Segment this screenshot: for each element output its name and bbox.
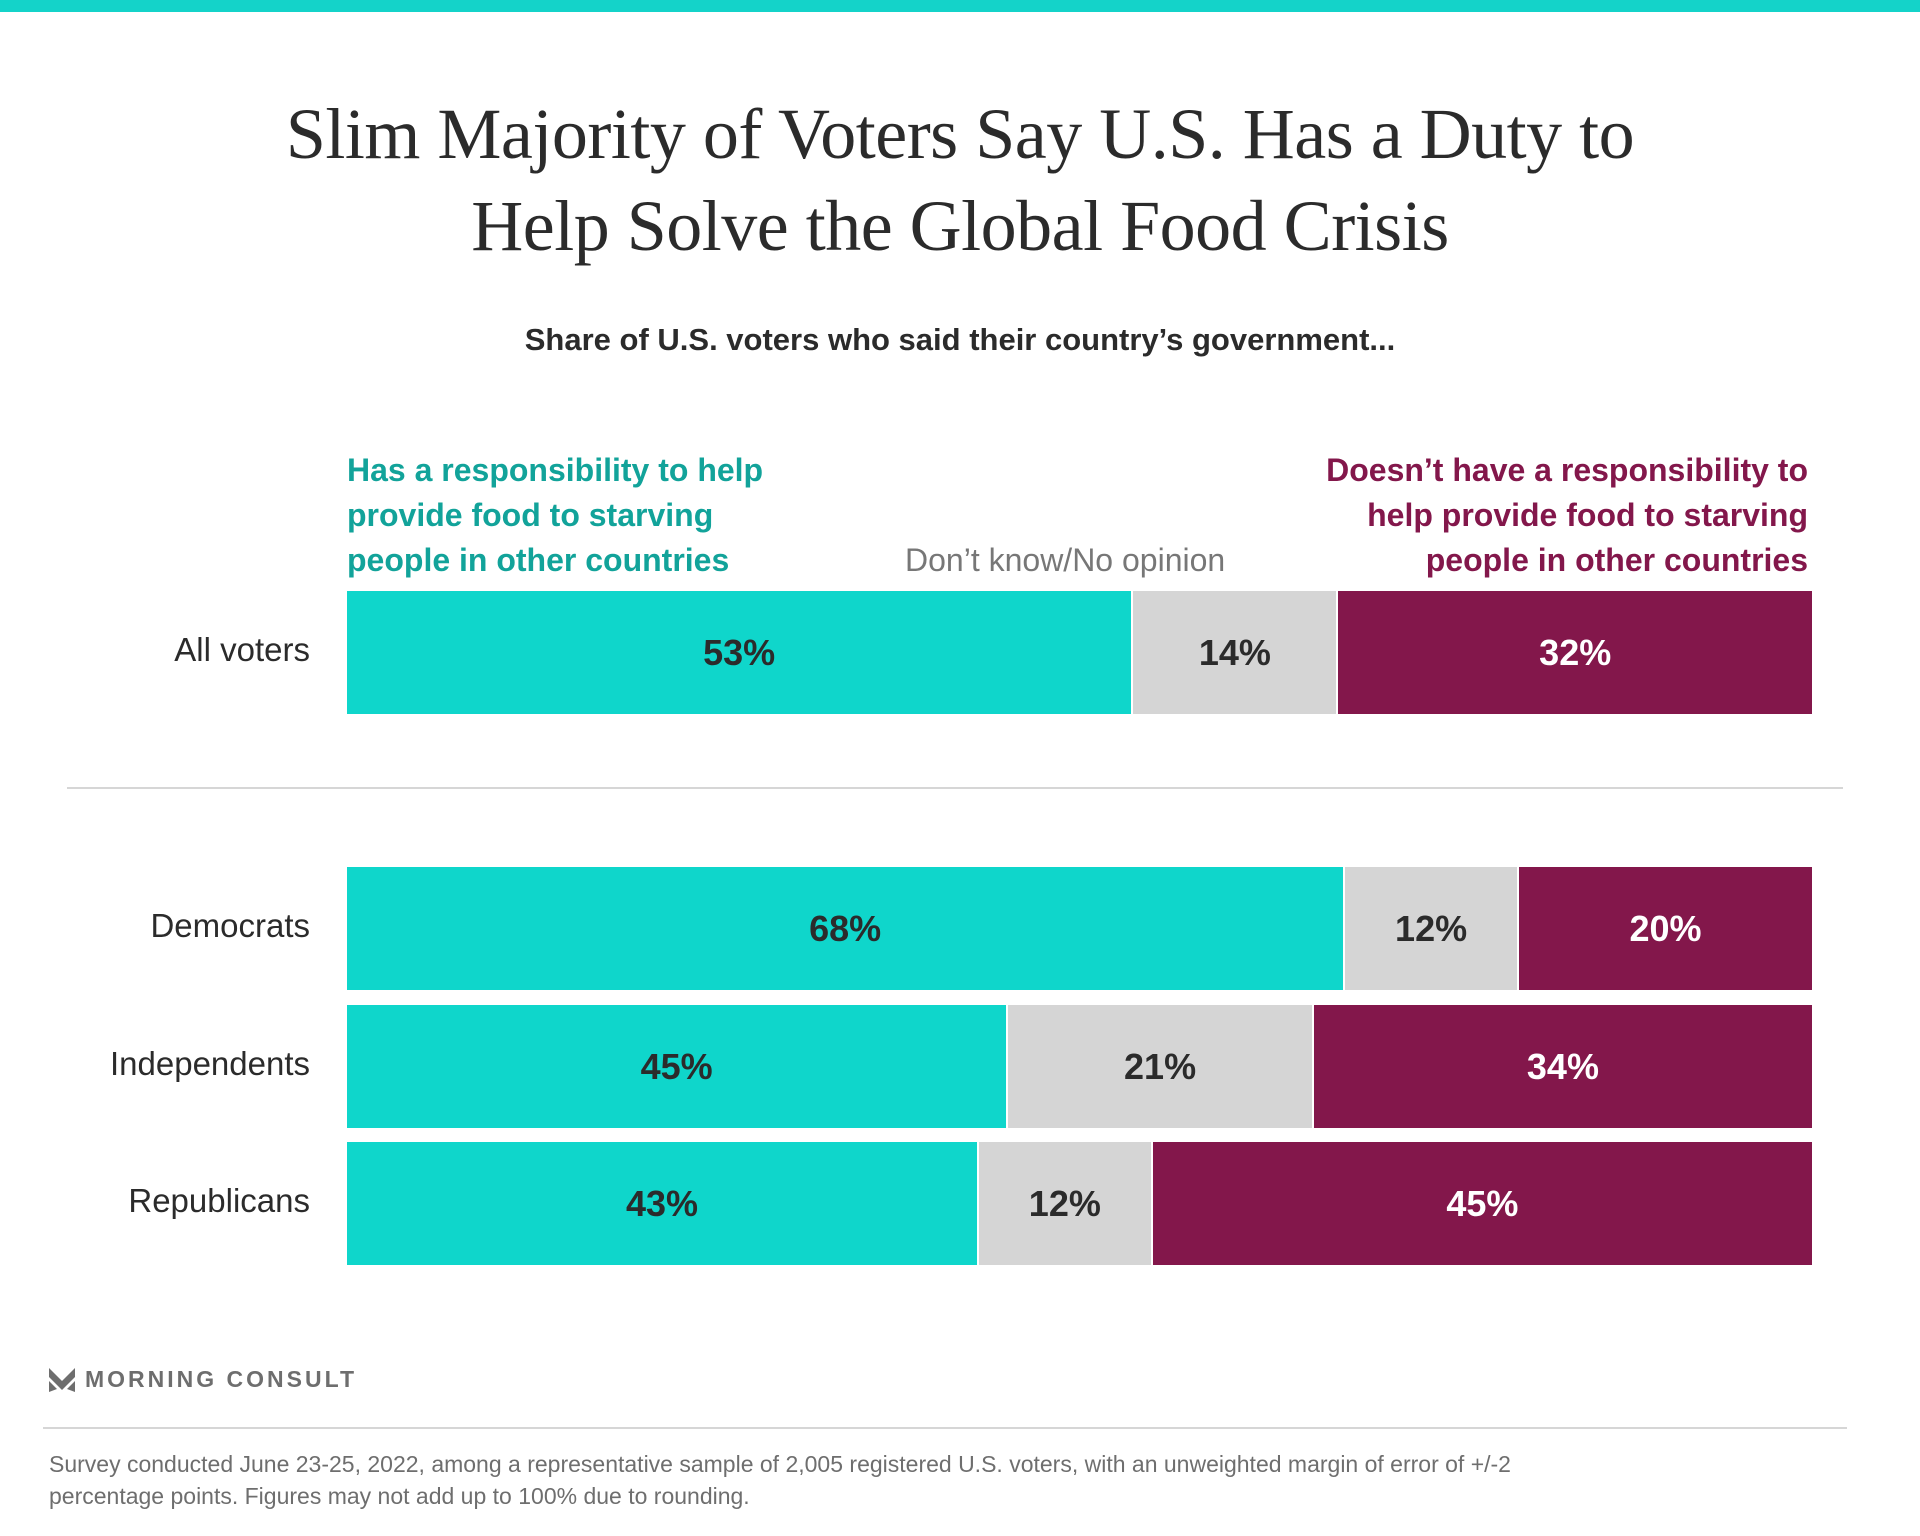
stacked-bar: 43% 12% 45% (347, 1142, 1812, 1265)
legend-no-line: people in other countries (1425, 542, 1808, 578)
divider (67, 787, 1843, 789)
footnote-line: percentage points. Figures may not add u… (49, 1483, 750, 1509)
data-label: 14% (1198, 631, 1271, 673)
stacked-bar: 53% 14% 32% (347, 591, 1812, 714)
footer-divider (43, 1427, 1847, 1429)
legend-no-line: help provide food to starving (1367, 497, 1808, 533)
legend-yes-line: people in other countries (347, 542, 730, 578)
row-label: Republicans (128, 1182, 310, 1219)
stacked-bar: 68% 12% 20% (347, 867, 1812, 990)
bar-segment-yes: 45% (347, 1005, 1007, 1128)
chart-title: Slim Majority of Voters Say U.S. Has a D… (0, 88, 1920, 272)
bar-segment-dk: 14% (1131, 591, 1339, 714)
brand-name: MORNING CONSULT (85, 1366, 358, 1392)
bar-segment-no: 45% (1152, 1142, 1812, 1265)
bar-segment-dk: 21% (1006, 1005, 1314, 1128)
data-label: 32% (1539, 631, 1612, 673)
legend-dont-know: Don’t know/No opinion (905, 542, 1226, 578)
legend-no-line: Doesn’t have a responsibility to (1326, 452, 1808, 488)
data-label: 21% (1124, 1045, 1197, 1087)
morning-consult-m-icon (49, 1367, 75, 1392)
data-label: 34% (1526, 1045, 1599, 1087)
data-label: 68% (809, 907, 882, 949)
row-label: Independents (109, 1045, 310, 1082)
data-label: 20% (1629, 907, 1702, 949)
bar-segment-dk: 12% (1343, 867, 1519, 990)
morning-consult-logo: MORNING CONSULT (49, 1366, 357, 1393)
bar-segment-yes: 68% (347, 867, 1344, 990)
row-label: All voters (174, 631, 310, 668)
footnote: Survey conducted June 23-25, 2022, among… (49, 1448, 1849, 1512)
bar-segment-yes: 43% (347, 1142, 977, 1265)
bar-segment-no: 32% (1338, 591, 1812, 714)
data-label: 45% (1446, 1182, 1519, 1224)
data-label: 12% (1395, 907, 1468, 949)
chart-subtitle: Share of U.S. voters who said their coun… (524, 322, 1396, 357)
data-label: 45% (640, 1045, 713, 1087)
data-label: 43% (625, 1182, 698, 1224)
row-label: Democrats (150, 907, 310, 944)
bar-segment-dk: 12% (976, 1142, 1153, 1265)
stacked-bar: 45% 21% 34% (347, 1005, 1812, 1128)
bar-segment-yes: 53% (347, 591, 1132, 714)
data-label: 53% (703, 631, 776, 673)
legend-yes-line: provide food to starving (347, 497, 714, 533)
bar-segment-no: 20% (1518, 867, 1812, 990)
title-line-2: Help Solve the Global Food Crisis (471, 186, 1449, 266)
legend-yes-line: Has a responsibility to help (347, 452, 764, 488)
legend-yes: Has a responsibility to help provide foo… (347, 448, 763, 583)
data-label: 12% (1028, 1182, 1101, 1224)
legend-no: Doesn’t have a responsibility to help pr… (1326, 448, 1808, 583)
title-line-1: Slim Majority of Voters Say U.S. Has a D… (285, 94, 1635, 174)
top-accent-bar (0, 0, 1920, 12)
bar-segment-no: 34% (1313, 1005, 1812, 1128)
footnote-line: Survey conducted June 23-25, 2022, among… (49, 1451, 1511, 1477)
